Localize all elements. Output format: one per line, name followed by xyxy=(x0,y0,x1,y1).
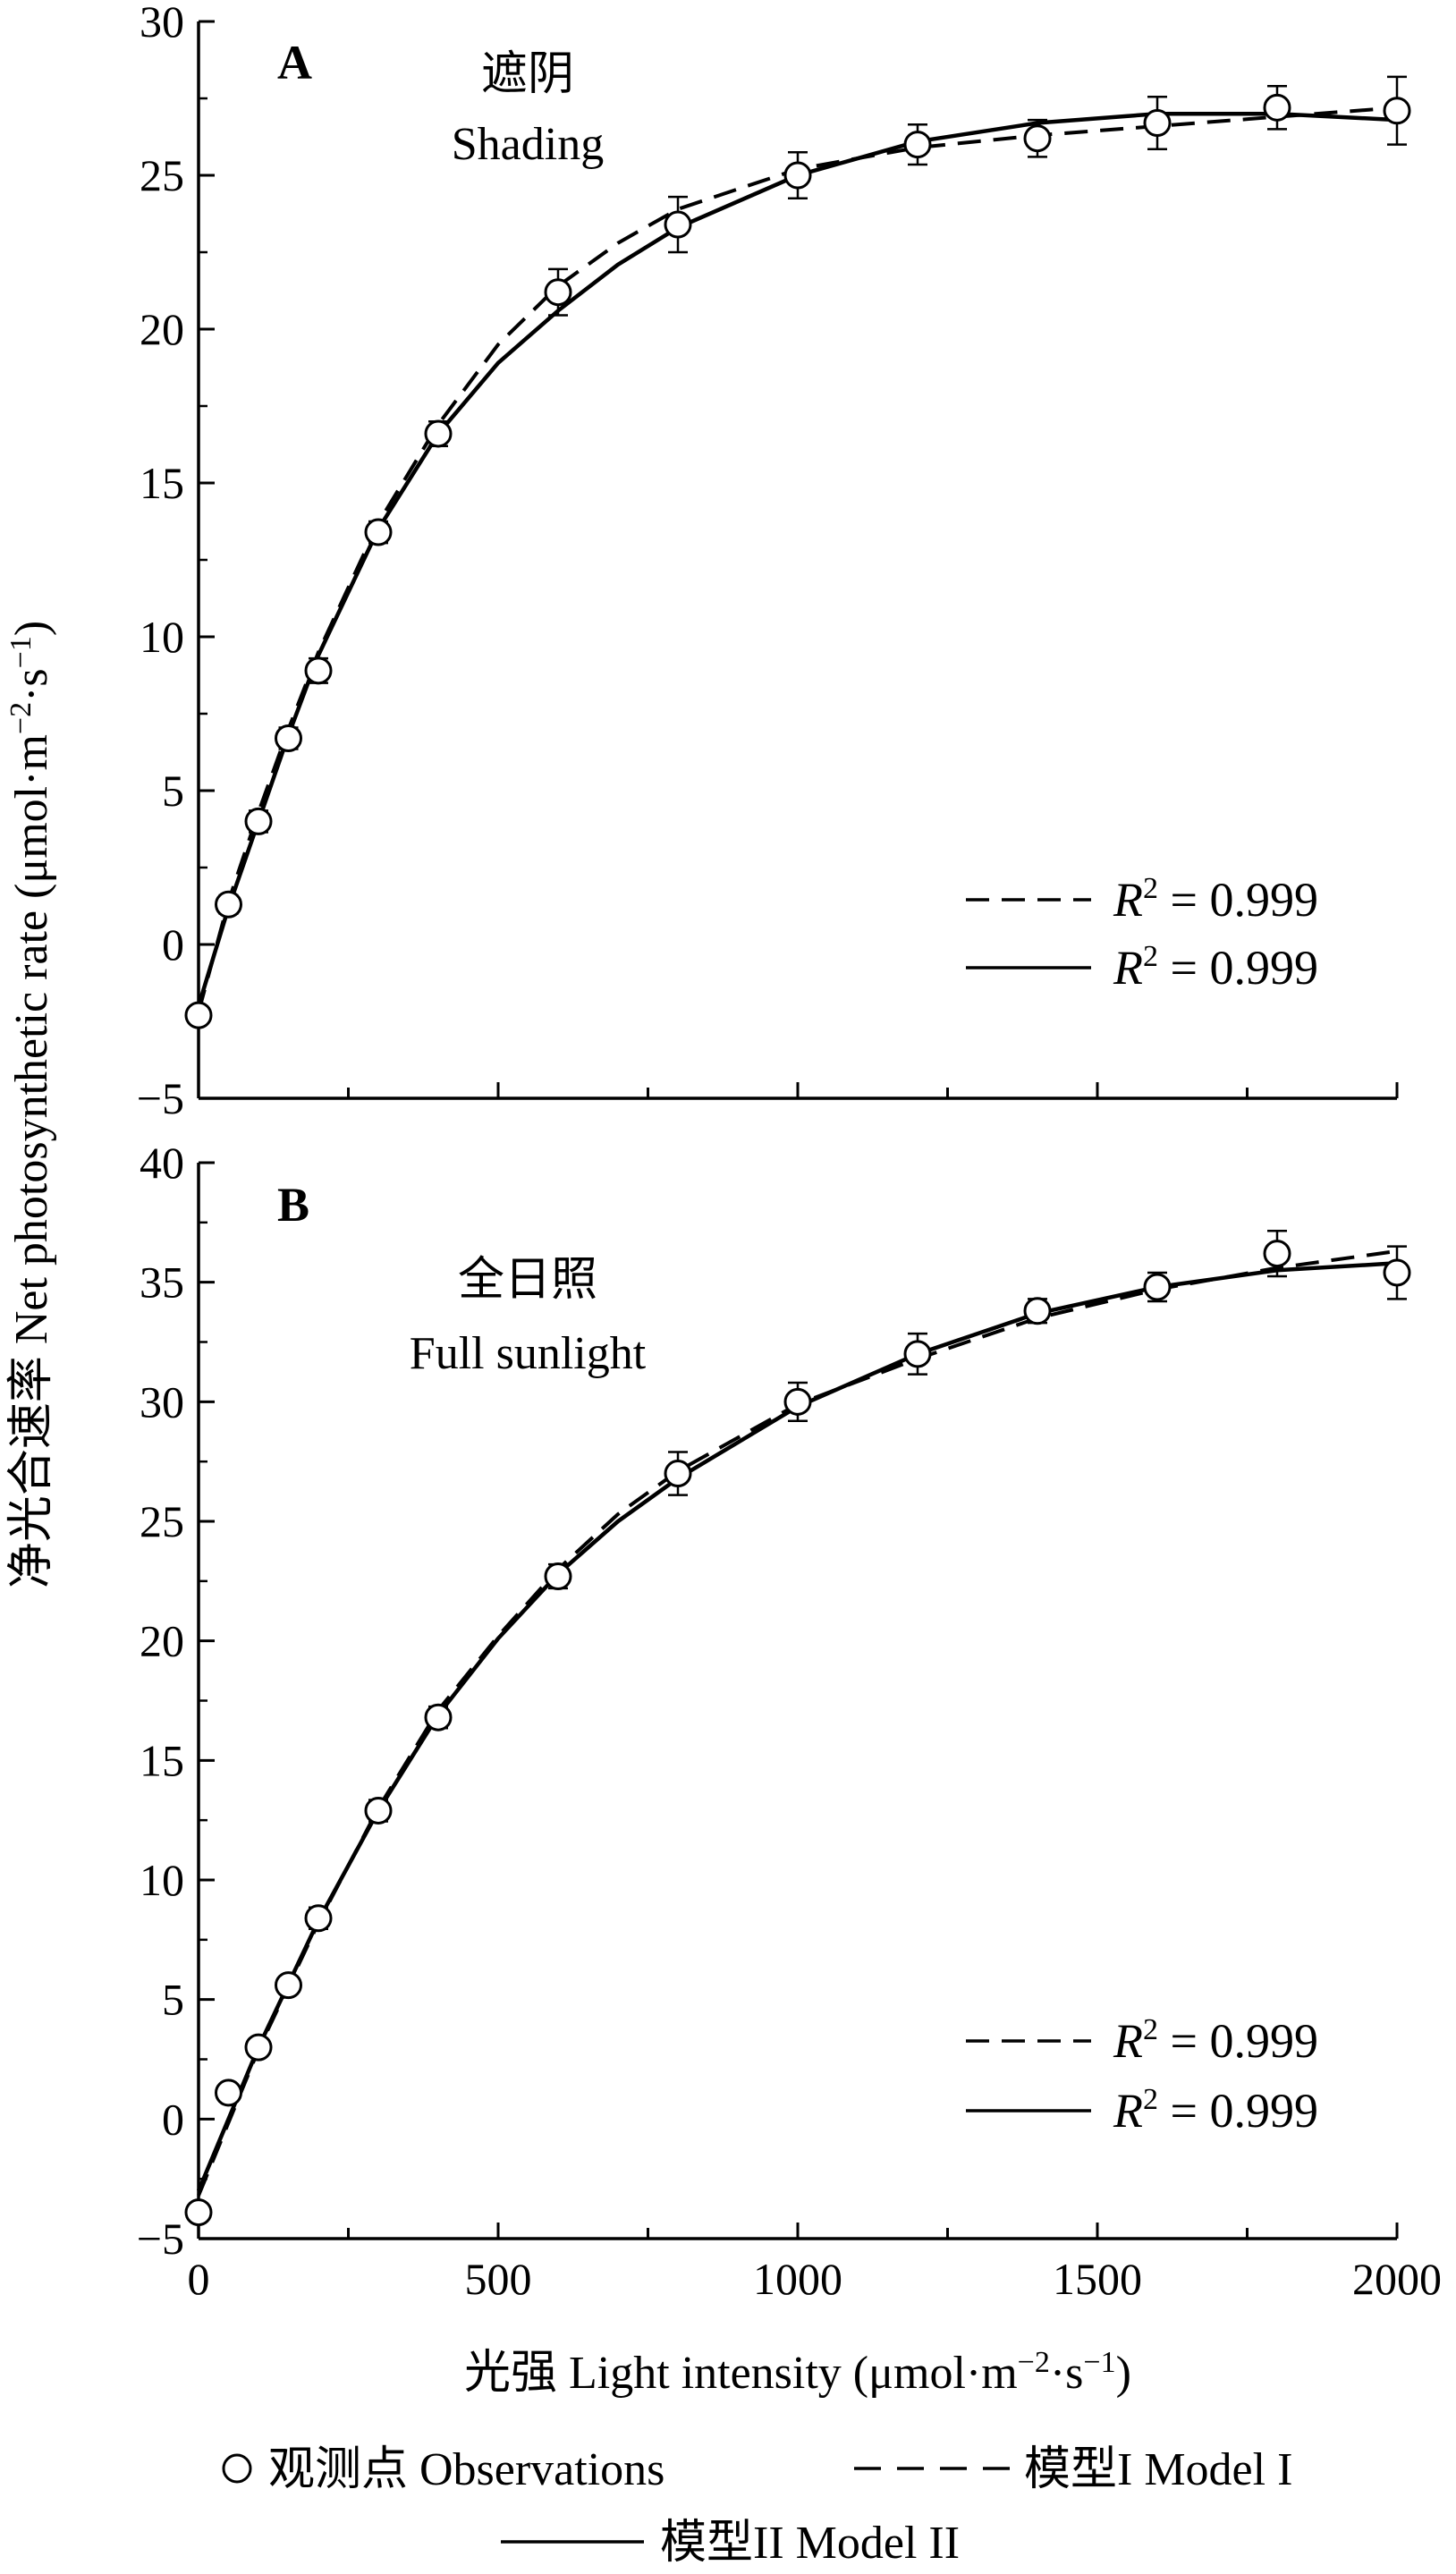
observation-point xyxy=(1023,1297,1052,1325)
observation-point xyxy=(215,890,242,919)
observation-point xyxy=(275,724,302,753)
y-tick-label: 0 xyxy=(162,919,184,969)
x-tick-label: 1000 xyxy=(753,2254,842,2304)
observation-point xyxy=(1143,109,1172,138)
panel-letter: A xyxy=(277,36,312,89)
observation-point xyxy=(244,807,273,835)
observation-point xyxy=(544,278,572,307)
x-tick-label: 2000 xyxy=(1352,2254,1442,2304)
panel-letter: B xyxy=(277,1178,309,1232)
x-tick-label: 500 xyxy=(465,2254,532,2304)
observation-point xyxy=(783,1387,812,1416)
observation-point xyxy=(364,518,393,546)
r2-label: R2 = 0.999 xyxy=(1113,872,1318,927)
y-tick-label: −5 xyxy=(137,1073,184,1123)
panel-title-en: Full sunlight xyxy=(410,1328,647,1379)
observation-point xyxy=(1023,124,1052,153)
observation-point xyxy=(1263,93,1291,122)
observation-point xyxy=(664,210,692,239)
y-tick-label: 15 xyxy=(140,458,184,508)
y-axis-title: 净光合速率 Net photosynthetic rate (μmol·m−2·… xyxy=(4,621,57,1588)
observation-point xyxy=(664,1460,692,1488)
y-tick-label: 35 xyxy=(140,1257,184,1308)
observation-point xyxy=(364,1796,393,1825)
legend-model1-label: 模型I Model I xyxy=(1024,2444,1292,2495)
observation-point xyxy=(184,2198,213,2227)
model2-curve xyxy=(196,1261,1398,2192)
observation-point xyxy=(1383,1258,1411,1287)
x-tick-label: 1500 xyxy=(1053,2254,1142,2304)
panel-a: −5 0 5 10 15 20 25 30 A 遮阴 Shading R2 = 0.999 R2 = 0… xyxy=(137,0,1411,1123)
y-tick-label: 25 xyxy=(140,1496,184,1546)
observation-point xyxy=(424,419,453,448)
observation-point xyxy=(304,656,333,685)
observation-point xyxy=(184,1001,213,1029)
observation-point xyxy=(903,1340,932,1368)
observation-point xyxy=(244,2033,273,2062)
y-tick-label: 10 xyxy=(140,1855,184,1905)
y-tick-label: 20 xyxy=(140,1616,184,1666)
y-tick-label: 25 xyxy=(140,150,184,200)
observation-point xyxy=(275,1971,302,2000)
observation-point xyxy=(903,131,932,159)
r2-label: R2 = 0.999 xyxy=(1113,2013,1318,2068)
y-tick-label: 10 xyxy=(140,612,184,662)
y-tick-label: 30 xyxy=(140,0,184,47)
model1-curve xyxy=(197,106,1398,1013)
y-tick-label: 30 xyxy=(140,1376,184,1427)
legend-model2-label: 模型II Model II xyxy=(660,2518,960,2569)
observation-point xyxy=(1383,97,1411,125)
legend-observations-label: 观测点 Observations xyxy=(268,2444,665,2495)
observation-point xyxy=(544,1562,572,1590)
r2-label: R2 = 0.999 xyxy=(1113,940,1318,995)
y-tick-label: 40 xyxy=(140,1138,184,1188)
y-tick-label: 20 xyxy=(140,304,184,354)
y-tick-label: 15 xyxy=(140,1735,184,1785)
x-axis-title: 光强 Light intensity (μmol·m−2·s−1) xyxy=(464,2346,1131,2399)
panel-title-cn: 全日照 xyxy=(458,1255,597,1306)
legend-observation-marker xyxy=(222,2453,252,2484)
panel-title-en: Shading xyxy=(452,119,604,170)
bottom-legend: 观测点 Observations 模型I Model I 模型II Model … xyxy=(222,2444,1292,2569)
observation-point xyxy=(783,161,812,190)
observation-point xyxy=(304,1904,333,1933)
x-tick-label: 0 xyxy=(188,2254,210,2304)
panel-title-cn: 遮阴 xyxy=(481,49,574,100)
observation-point xyxy=(1143,1273,1172,1301)
observation-point xyxy=(424,1703,453,1732)
observation-point xyxy=(215,2079,242,2107)
y-tick-label: −5 xyxy=(137,2214,184,2264)
r2-label: R2 = 0.999 xyxy=(1113,2083,1318,2138)
y-tick-label: 5 xyxy=(162,1975,184,2025)
y-tick-label: 5 xyxy=(162,766,184,816)
observation-point xyxy=(1263,1240,1291,1268)
y-tick-label: 0 xyxy=(162,2094,184,2144)
